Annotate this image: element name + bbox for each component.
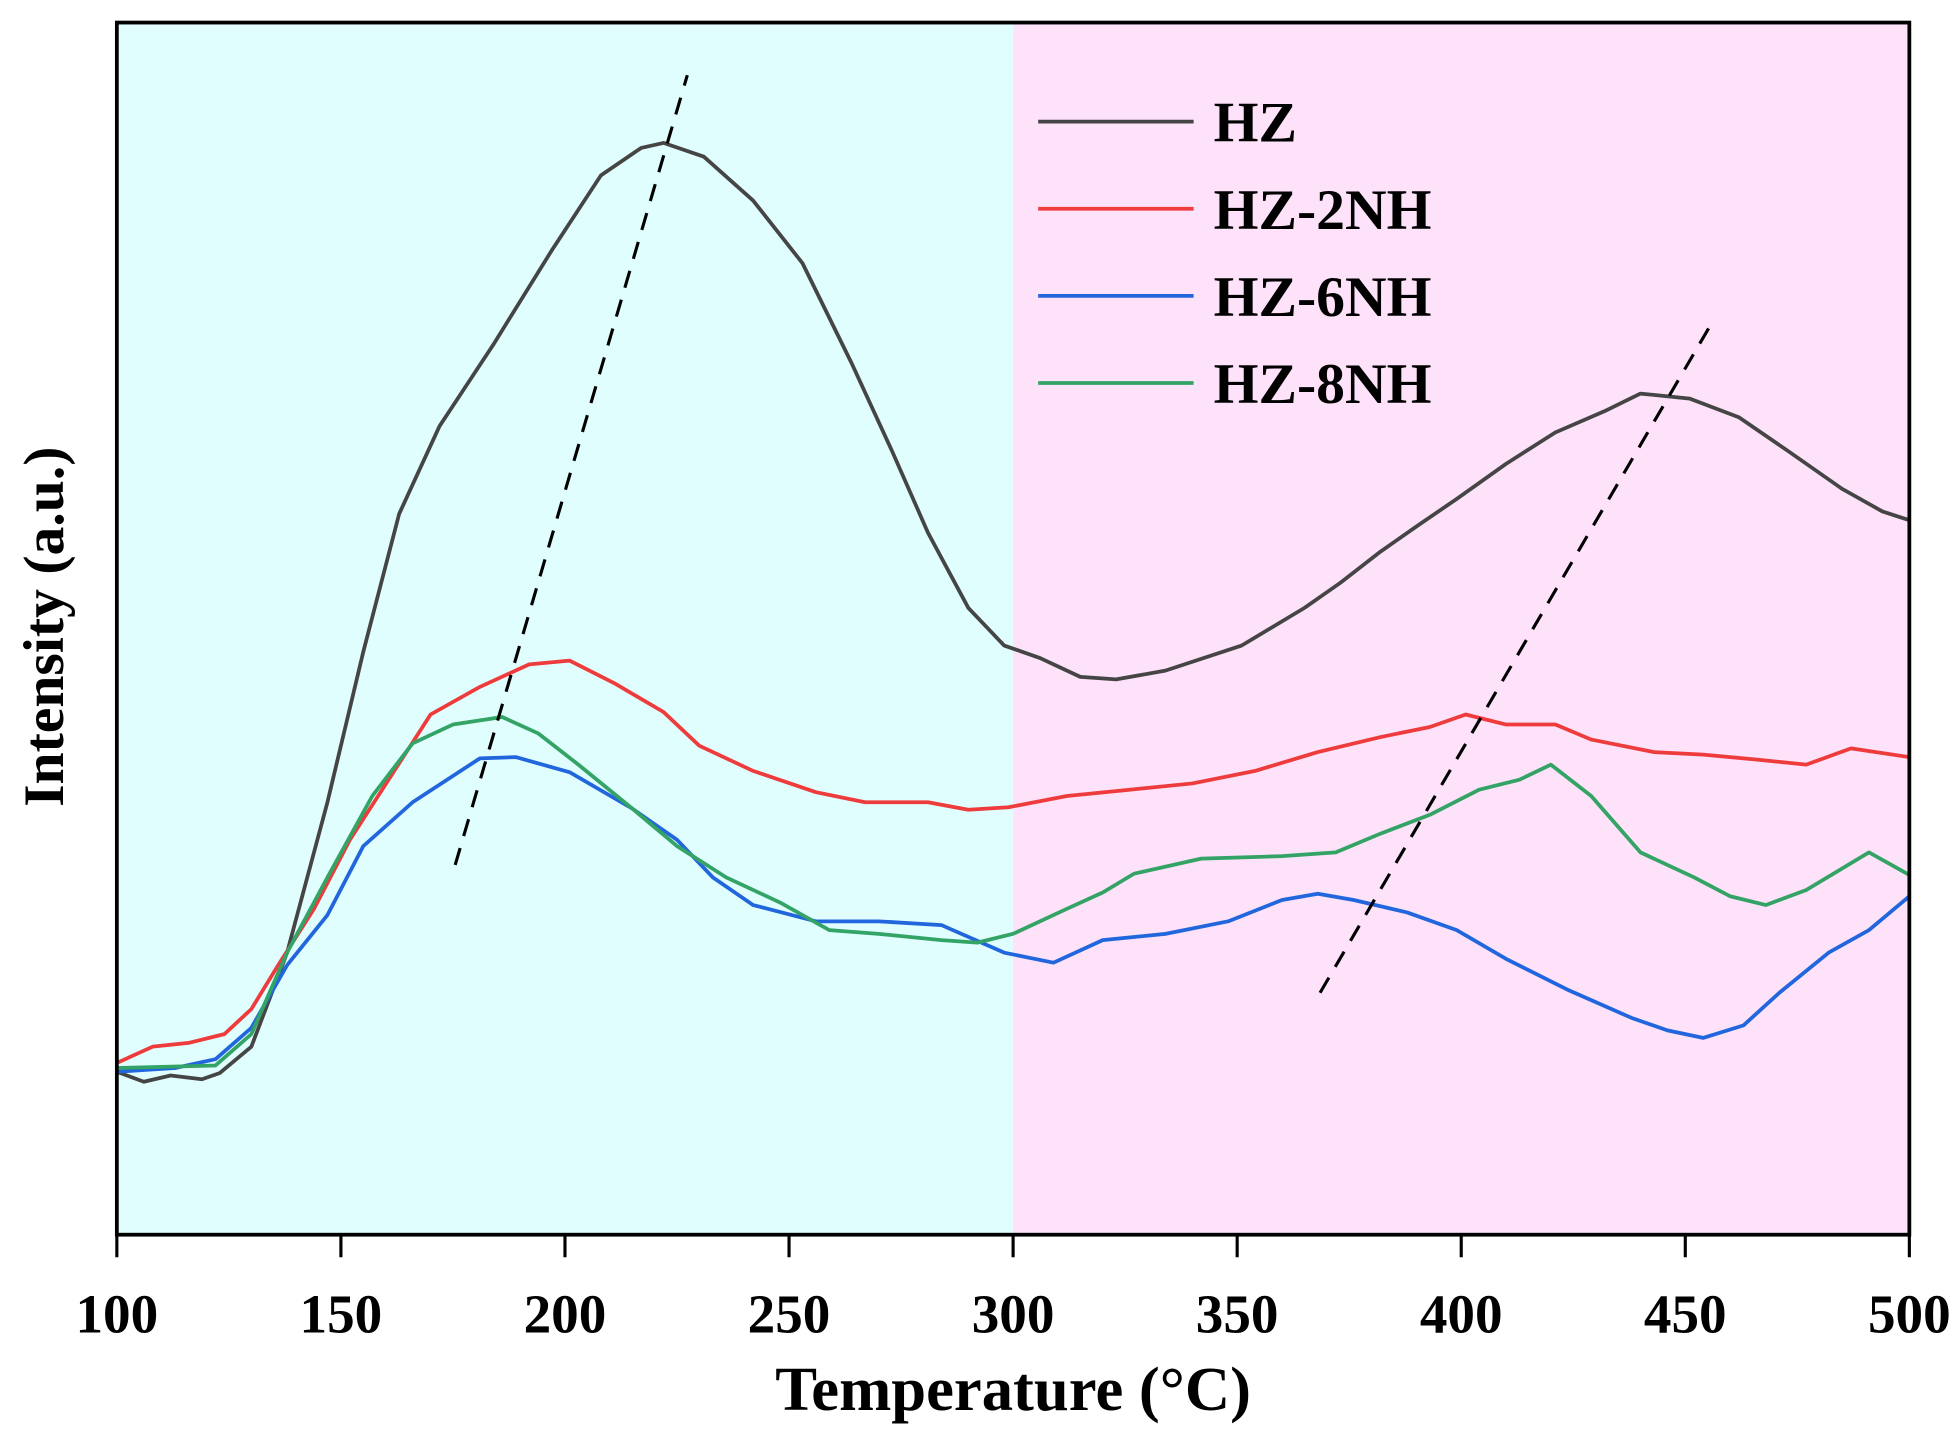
x-tick-label: 450 [1644,1283,1727,1344]
x-tick-label: 250 [748,1283,831,1344]
series-line-hz-8nh [116,715,1911,1070]
x-tick-label: 200 [524,1283,607,1344]
x-tick-label: 150 [300,1283,383,1344]
x-tick-label: 300 [972,1283,1055,1344]
x-tick-label: 500 [1868,1283,1951,1344]
legend-label: HZ-2NH [1214,179,1432,242]
series-line-hz [116,141,1910,1084]
x-tick-label: 100 [75,1283,158,1344]
dashed-guide-line-1 [1318,327,1710,994]
shaded-region-1 [1013,22,1910,1235]
series-line-hz-2nh [116,658,1910,1065]
x-tick-label: 400 [1420,1283,1503,1344]
x-axis-label: Temperature (°C) [775,1354,1251,1424]
x-tick-label: 350 [1196,1283,1279,1344]
legend: HZ HZ-2NH HZ-6NH HZ-8NH [1038,92,1431,416]
legend-label: HZ-8NH [1214,353,1432,416]
series-line-hz-6nh [116,755,1911,1074]
shaded-region-0 [116,22,1014,1235]
dashed-guide-line-0 [453,74,689,866]
y-axis-label: Intensity (a.u.) [13,447,76,807]
legend-label: HZ-6NH [1214,266,1432,329]
legend-label: HZ [1214,92,1297,155]
